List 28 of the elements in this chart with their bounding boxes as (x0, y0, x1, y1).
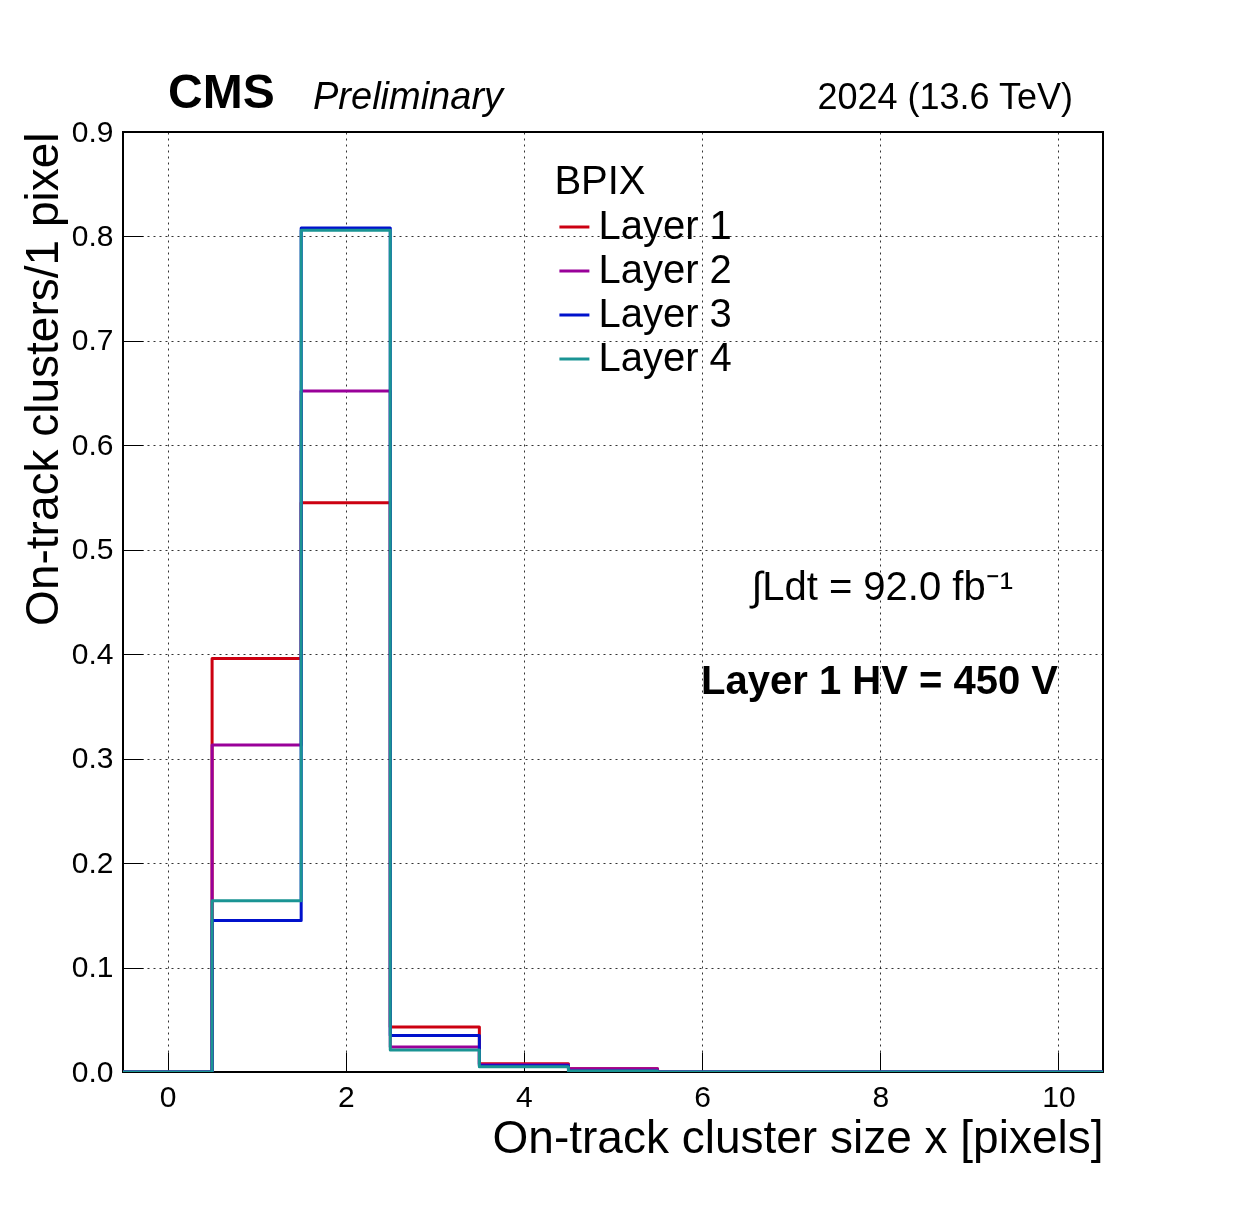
annotation: ∫Ldt = 92.0 fb⁻¹ (749, 563, 1013, 609)
x-tick-label: 10 (1042, 1079, 1076, 1113)
legend-label: Layer 1 (598, 203, 732, 247)
legend-title: BPIX (554, 158, 646, 202)
text: Preliminary (313, 75, 506, 117)
legend-label: Layer 2 (598, 247, 732, 291)
y-tick-label: 0.9 (71, 114, 114, 148)
legend-label: Layer 4 (598, 335, 732, 379)
text: 2024 (13.6 TeV) (817, 76, 1073, 117)
y-tick-label: 0.6 (71, 427, 114, 461)
text: CMS (168, 65, 275, 118)
y-tick-label: 0.7 (71, 323, 114, 357)
x-tick-label: 4 (516, 1079, 533, 1113)
y-axis-title: On-track clusters/1 pixel (15, 132, 68, 626)
legend-label: Layer 3 (598, 291, 732, 335)
y-tick-label: 0.0 (71, 1054, 114, 1088)
y-tick-label: 0.2 (71, 845, 114, 879)
x-tick-label: 6 (694, 1079, 711, 1113)
y-tick-label: 0.5 (71, 532, 114, 566)
x-axis-title: On-track cluster size x [pixels] (492, 1110, 1104, 1163)
y-tick-label: 0.1 (71, 950, 114, 984)
y-tick-label: 0.8 (71, 218, 114, 252)
y-tick-label: 0.3 (71, 741, 114, 775)
x-tick-label: 0 (159, 1079, 177, 1113)
y-tick-label: 0.4 (71, 636, 114, 670)
x-tick-label: 2 (337, 1079, 355, 1113)
x-tick-label: 8 (872, 1079, 890, 1113)
annotation: Layer 1 HV = 450 V (701, 657, 1059, 702)
